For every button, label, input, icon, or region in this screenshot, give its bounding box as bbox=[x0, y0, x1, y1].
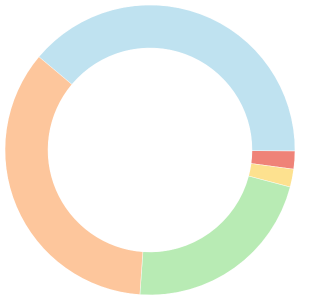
chart bbox=[4, 4, 296, 296]
donut-slice bbox=[4, 56, 144, 295]
donut-slice bbox=[139, 175, 291, 296]
donut-slice bbox=[38, 4, 296, 152]
